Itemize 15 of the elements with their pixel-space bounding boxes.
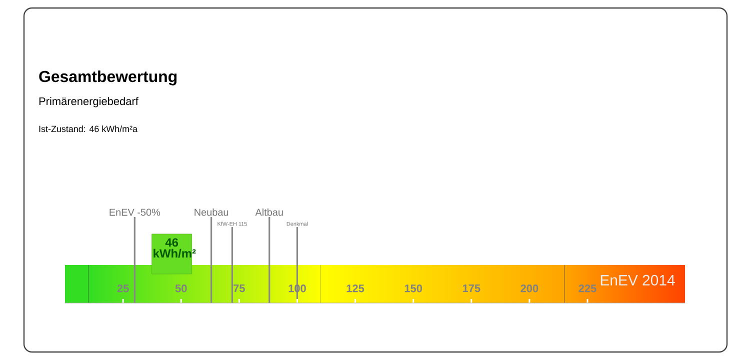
x-tick-label: 50	[175, 284, 187, 292]
x-tick-label: 200	[520, 284, 538, 292]
x-tick-label: 25	[117, 284, 129, 292]
x-tick-label: 175	[462, 284, 480, 292]
text: Ist-Zustand: 46 kWh/m²a	[39, 126, 138, 132]
ref-line-label: Altbau	[255, 208, 283, 216]
x-tick-label: 225	[578, 284, 596, 292]
x-tick-label: 150	[404, 284, 422, 292]
annotation: EnEV 2014	[600, 274, 675, 286]
x-tick-label: 125	[346, 284, 364, 292]
ref-line-label: Neubau	[194, 208, 228, 216]
chart-title: Gesamtbewertung	[39, 70, 177, 86]
ref-line-label: EnEV -50%	[110, 208, 160, 216]
chart-subtitle: Primärenergiebedarf	[39, 97, 138, 108]
x-tick-label: 75	[234, 284, 245, 292]
